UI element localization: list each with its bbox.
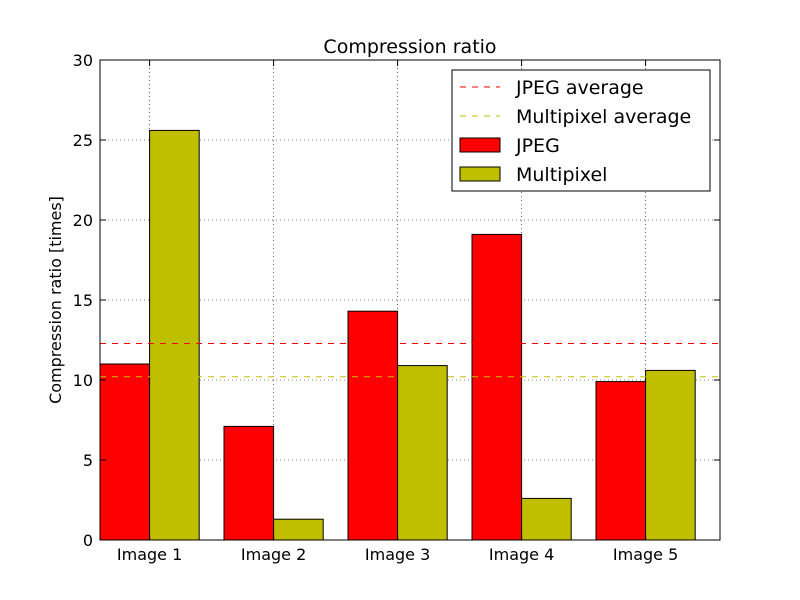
legend: JPEG average Multipixel average JPEG Multip… bbox=[451, 69, 711, 192]
y-tick-label: 15 bbox=[73, 291, 93, 310]
legend-swatch-bar bbox=[459, 166, 501, 182]
bar-jpeg-1 bbox=[99, 363, 151, 541]
bar-jpeg-4 bbox=[471, 233, 523, 541]
bars bbox=[99, 129, 696, 541]
legend-label: Multipixel bbox=[516, 164, 607, 186]
x-tick-label: Image 4 bbox=[489, 545, 554, 564]
bar-multipixel-5 bbox=[645, 369, 696, 541]
y-tick-label: 30 bbox=[73, 51, 93, 70]
bar-multipixel-3 bbox=[397, 365, 448, 541]
bar-multipixel-1 bbox=[149, 129, 200, 541]
y-tick-label: 10 bbox=[73, 371, 93, 390]
bar-jpeg-3 bbox=[347, 310, 399, 541]
y-axis-label: Compression ratio [times] bbox=[46, 196, 65, 404]
bar-multipixel-2 bbox=[273, 518, 324, 541]
legend-label: JPEG average bbox=[515, 77, 644, 99]
legend-swatch-bar bbox=[459, 137, 501, 153]
y-tick-label: 25 bbox=[73, 131, 93, 150]
average-lines bbox=[100, 343, 720, 378]
legend-label: JPEG bbox=[515, 135, 560, 157]
y-tick-label: 0 bbox=[83, 531, 93, 550]
chart-title: Compression ratio bbox=[323, 36, 496, 58]
bar-jpeg-5 bbox=[595, 381, 647, 541]
bar-jpeg-2 bbox=[223, 425, 275, 541]
axis-ticks: 0 5 10 15 20 25 30 Image 1 Image 2 Image 3 Image 4… bbox=[73, 51, 720, 564]
y-tick-label: 5 bbox=[83, 451, 93, 470]
x-tick-label: Image 1 bbox=[117, 545, 182, 564]
y-tick-label: 20 bbox=[73, 211, 93, 230]
x-tick-label: Image 3 bbox=[365, 545, 430, 564]
x-tick-label: Image 2 bbox=[241, 545, 306, 564]
legend-label: Multipixel average bbox=[516, 106, 691, 128]
bar-multipixel-4 bbox=[521, 497, 572, 541]
x-tick-label: Image 5 bbox=[613, 545, 678, 564]
